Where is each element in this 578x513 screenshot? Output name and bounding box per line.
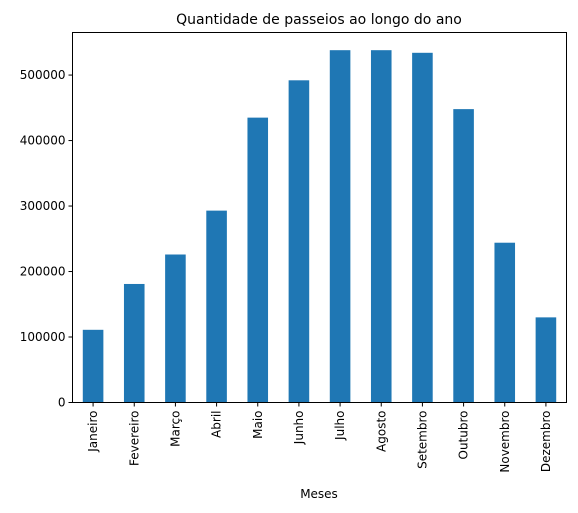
x-tick-label-0: Janeiro xyxy=(86,411,100,453)
bar-1 xyxy=(123,283,145,403)
x-axis-label: Meses xyxy=(300,487,338,501)
y-tick-label-0: 0 xyxy=(58,396,66,410)
y-tick-label-2: 200000 xyxy=(20,265,66,279)
bar-9 xyxy=(453,109,474,403)
x-tick-label-11: Dezembro xyxy=(539,411,553,473)
x-tick-label-6: Julho xyxy=(333,411,347,441)
y-tick-label-4: 400000 xyxy=(20,134,66,148)
bar-2 xyxy=(165,254,186,403)
bar-5 xyxy=(288,80,310,403)
bar-3 xyxy=(206,210,227,403)
bar-6 xyxy=(329,50,351,403)
y-tick-label-3: 300000 xyxy=(20,199,66,213)
y-tick-label-5: 500000 xyxy=(20,68,66,82)
bar-0 xyxy=(82,329,104,403)
plot-frame xyxy=(72,32,567,403)
x-tick-label-3: Abril xyxy=(210,411,224,438)
bar-10 xyxy=(494,242,516,403)
x-tick-label-4: Maio xyxy=(251,411,265,439)
x-tick-label-7: Agosto xyxy=(374,411,388,452)
x-tick-label-10: Novembro xyxy=(498,411,512,473)
x-tick-label-1: Fevereiro xyxy=(127,411,141,467)
y-tick-label-1: 100000 xyxy=(20,330,66,344)
bars-group xyxy=(82,50,557,403)
x-tick-label-9: Outubro xyxy=(457,411,471,460)
y-axis: 0 100000 200000 300000 400000 500000 xyxy=(20,68,73,410)
bar-11 xyxy=(535,317,557,403)
x-tick-label-8: Setembro xyxy=(415,411,429,469)
x-axis: Janeiro Fevereiro Março Abril Maio Junho Julho… xyxy=(86,402,553,473)
x-tick-label-2: Março xyxy=(168,411,182,447)
x-tick-label-5: Junho xyxy=(292,411,306,446)
bar-4 xyxy=(247,117,269,403)
chart-title: Quantidade de passeios ao longo do ano xyxy=(176,12,462,28)
bar-8 xyxy=(412,52,433,403)
bar-7 xyxy=(370,50,392,403)
